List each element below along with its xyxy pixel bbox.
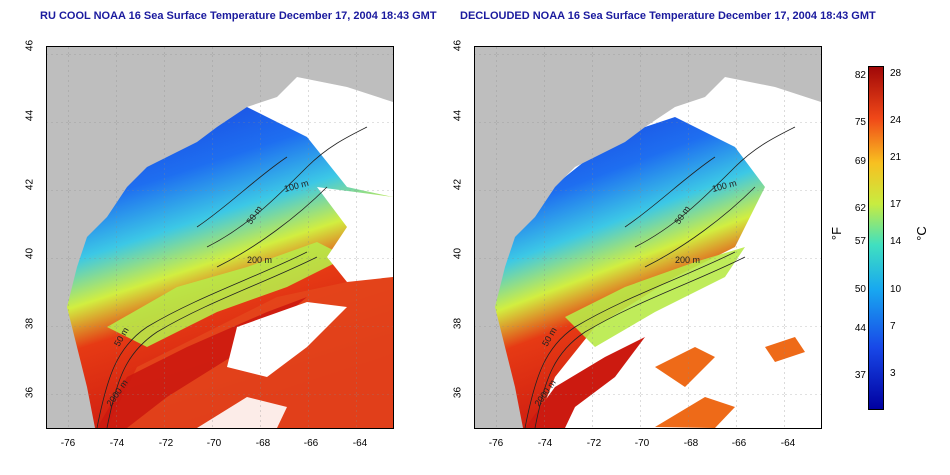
lon-tick-68: -68 <box>255 438 271 449</box>
cbar-c-24: 24 <box>890 115 902 126</box>
cbar-f-44: 44 <box>854 323 866 334</box>
contour-line <box>196 156 288 228</box>
unit-celsius: °C <box>913 226 929 241</box>
contour-line <box>96 251 308 428</box>
contour-line <box>216 186 328 268</box>
lon-tick-64: -64 <box>352 438 368 449</box>
lat-tick-42: 42 <box>24 178 36 191</box>
left-map-title: RU COOL NOAA 16 Sea Surface Temperature … <box>40 10 437 22</box>
cbar-f-62: 62 <box>854 203 866 214</box>
lon-tick-74: -74 <box>537 438 553 449</box>
lon-tick-64: -64 <box>780 438 796 449</box>
temperature-colorbar <box>868 66 884 410</box>
right-map-title: DECLOUDED NOAA 16 Sea Surface Temperatur… <box>460 10 876 22</box>
lon-tick-70: -70 <box>634 438 650 449</box>
contour-label-200m: 200 m <box>675 255 700 265</box>
lon-tick-66: -66 <box>731 438 747 449</box>
lat-tick-46: 46 <box>24 39 36 52</box>
cbar-f-82: 82 <box>854 70 866 81</box>
lat-tick-44: 44 <box>24 109 36 122</box>
lon-tick-70: -70 <box>206 438 222 449</box>
lat-tick-46: 46 <box>452 39 464 52</box>
lat-tick-36: 36 <box>24 386 36 399</box>
lon-tick-76: -76 <box>60 438 76 449</box>
cbar-f-50: 50 <box>854 284 866 295</box>
lat-tick-40: 40 <box>24 247 36 260</box>
cbar-f-37: 37 <box>854 370 866 381</box>
contour-line <box>534 256 746 428</box>
lat-tick-38: 38 <box>452 317 464 330</box>
cbar-c-10: 10 <box>890 284 902 295</box>
lon-tick-72: -72 <box>586 438 602 449</box>
contour-line <box>106 256 318 428</box>
cbar-f-57: 57 <box>854 236 866 247</box>
lat-tick-40: 40 <box>452 247 464 260</box>
contour-line <box>624 156 716 228</box>
contour-line <box>206 126 368 248</box>
declouded-sst-map-panel: 100 m 50 m 200 m 50 m 2000 m 46 44 42 40… <box>426 0 850 475</box>
contour-line <box>524 251 736 428</box>
declouded-sst-map[interactable]: 100 m 50 m 200 m 50 m 2000 m <box>474 46 822 429</box>
lat-tick-38: 38 <box>24 317 36 330</box>
contour-line <box>644 186 756 268</box>
cbar-c-7: 7 <box>890 321 896 332</box>
cbar-c-21: 21 <box>890 152 902 163</box>
lat-tick-36: 36 <box>452 386 464 399</box>
raw-sst-map-panel: 100 m 50 m 200 m 50 m 2000 m 46 44 42 40… <box>0 0 420 475</box>
lon-tick-72: -72 <box>158 438 174 449</box>
lat-tick-44: 44 <box>452 109 464 122</box>
cbar-f-69: 69 <box>854 156 866 167</box>
cbar-f-75: 75 <box>854 117 866 128</box>
lon-tick-76: -76 <box>488 438 504 449</box>
lon-tick-68: -68 <box>683 438 699 449</box>
contour-line <box>634 126 796 248</box>
contour-label-200m: 200 m <box>247 255 272 265</box>
cbar-c-3: 3 <box>890 368 896 379</box>
unit-fahrenheit: °F <box>829 226 845 241</box>
lon-tick-66: -66 <box>303 438 319 449</box>
cbar-c-28: 28 <box>890 68 902 79</box>
lat-tick-42: 42 <box>452 178 464 191</box>
cbar-c-14: 14 <box>890 236 902 247</box>
cbar-c-17: 17 <box>890 199 902 210</box>
raw-sst-map[interactable]: 100 m 50 m 200 m 50 m 2000 m <box>46 46 394 429</box>
lon-tick-74: -74 <box>109 438 125 449</box>
